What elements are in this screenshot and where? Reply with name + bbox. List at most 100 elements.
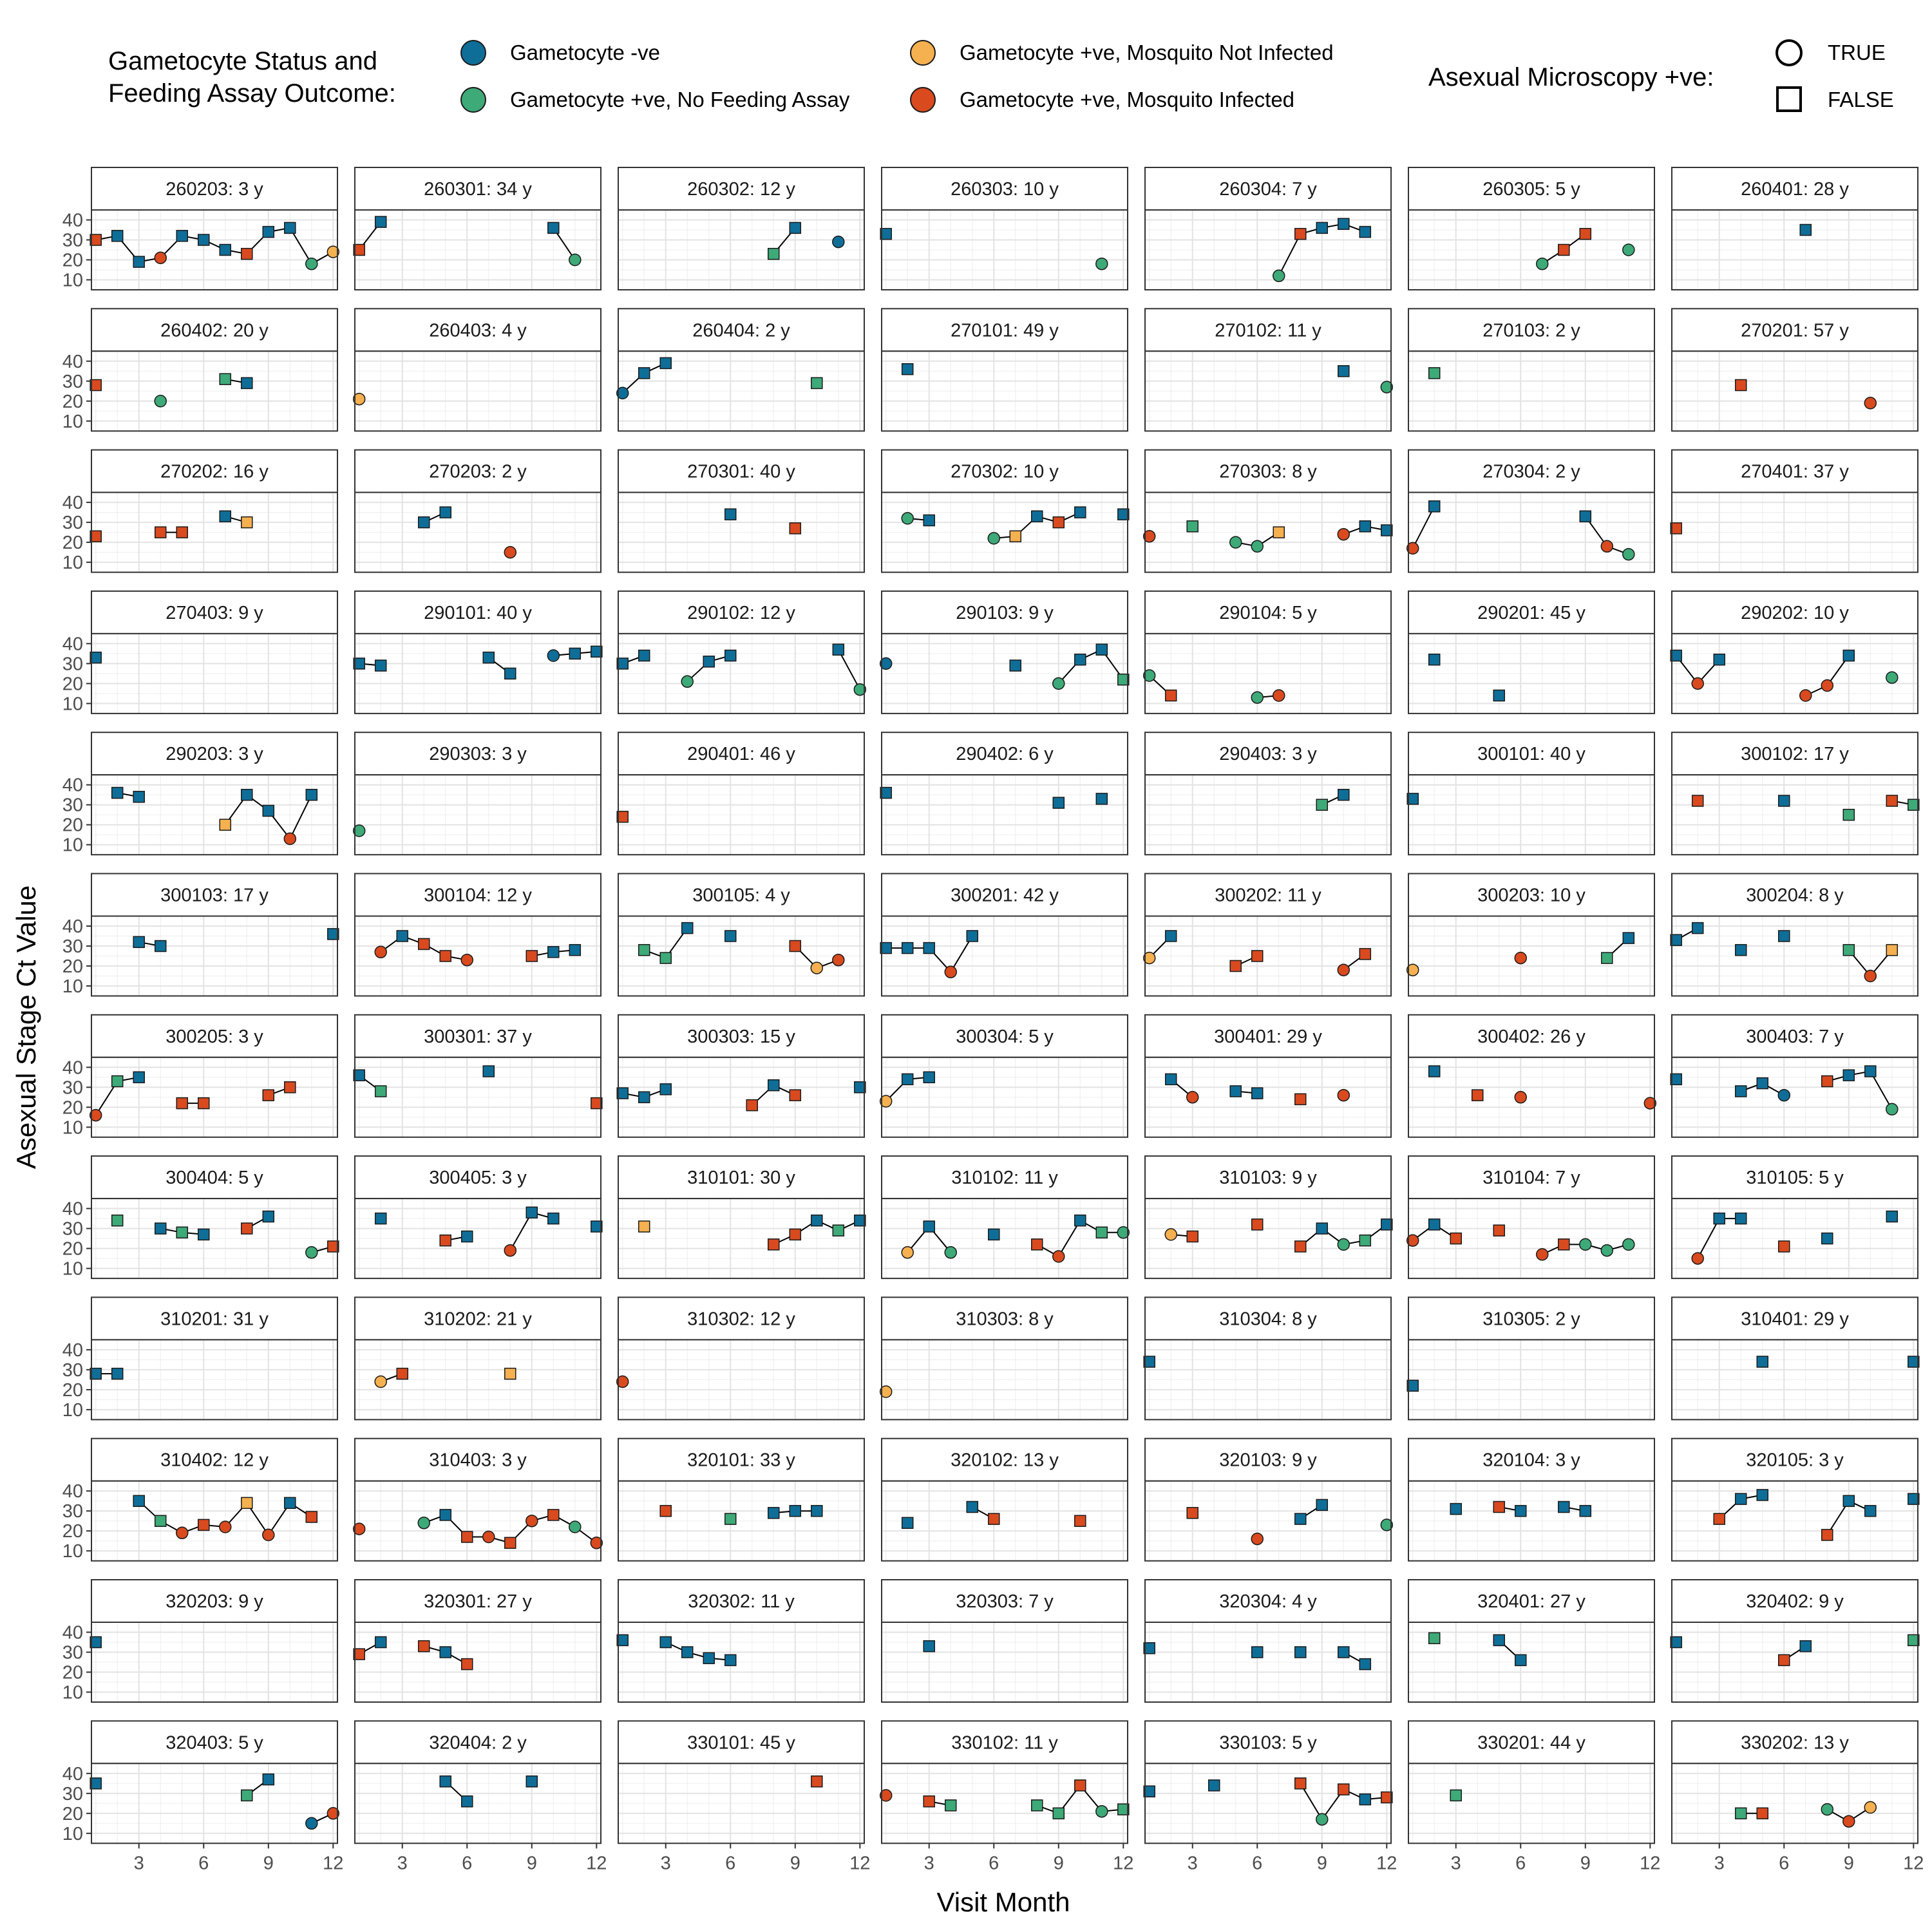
facet-strip-label: 270103: 2 y (1482, 320, 1580, 341)
facet-panel: 310102: 11 y (881, 1155, 1130, 1280)
data-point-circle (569, 1520, 582, 1533)
facet-strip (91, 1014, 338, 1058)
data-point-square (504, 1367, 516, 1380)
data-point-circle (1337, 1238, 1350, 1251)
data-point-square (789, 1089, 802, 1101)
facet-strip-label: 260402: 20 y (160, 320, 269, 341)
panel-border (91, 209, 338, 290)
data-point-square (1117, 508, 1130, 520)
x-tick-label: 6 (198, 1853, 209, 1873)
data-point-square (789, 522, 802, 535)
panel-border (91, 774, 338, 856)
facet-strip (881, 1296, 1128, 1341)
facet-panel: 270301: 40 y (618, 449, 865, 573)
data-point-square (262, 225, 275, 238)
data-point-square (1493, 1224, 1505, 1236)
data-point-square (1734, 1807, 1747, 1820)
data-point-square (176, 1226, 188, 1239)
data-point-circle (810, 961, 824, 974)
panel-border (618, 1056, 865, 1138)
data-point-square (923, 1220, 935, 1233)
data-point-square (1886, 795, 1899, 807)
facet-strip-label: 310103: 9 y (1219, 1168, 1317, 1188)
data-point-circle (417, 1517, 430, 1530)
data-point-square (880, 786, 892, 799)
data-point-square (482, 1065, 495, 1077)
facet-strip (354, 1155, 601, 1200)
facet-panel: 310305: 2 y (1406, 1296, 1655, 1421)
panel-border (1671, 1480, 1918, 1562)
data-point-square (616, 658, 629, 670)
data-point-square (1074, 653, 1086, 666)
data-point-square (1756, 1077, 1768, 1090)
data-point-square (1359, 1658, 1372, 1671)
y-tick-label: 20 (62, 251, 83, 271)
facet-strip-label: 290103: 9 y (956, 603, 1054, 623)
data-point-square (90, 1777, 102, 1790)
data-point-square (526, 1775, 538, 1788)
y-tick-label: 10 (62, 694, 83, 714)
data-point-square (1821, 1075, 1833, 1088)
y-tick-label: 40 (62, 916, 83, 937)
facet-strip-label: 300402: 26 y (1477, 1027, 1586, 1047)
panel-border (354, 1198, 601, 1280)
facet-strip-label: 290401: 46 y (687, 744, 795, 764)
data-point-square (1777, 930, 1790, 942)
data-point-square (1493, 1501, 1505, 1513)
y-tick-label: 30 (62, 795, 83, 816)
facet-strip-label: 320102: 13 y (951, 1450, 1059, 1471)
data-point-square (1428, 1218, 1441, 1231)
panel-border (354, 1763, 601, 1844)
facet-strip (1671, 1437, 1918, 1482)
data-point-square (703, 656, 715, 668)
data-point-square (944, 1799, 957, 1812)
data-point-square (1381, 524, 1393, 536)
facet-strip (618, 873, 865, 917)
x-tick-label: 6 (1252, 1853, 1262, 1873)
facet-strip (1671, 1720, 1918, 1765)
x-tick-label: 12 (849, 1853, 870, 1873)
data-point-circle (879, 1385, 893, 1398)
facet-panel: 300303: 15 y (616, 1014, 866, 1138)
data-point-square (1713, 1513, 1725, 1525)
facet-panel: 260304: 7 y (1144, 167, 1392, 290)
facet-strip (91, 590, 338, 634)
facet-panel: 290401: 46 y (616, 732, 865, 856)
y-tick-label: 40 (62, 352, 83, 372)
facet-strip (1144, 1014, 1392, 1058)
data-point-circle (1380, 1519, 1394, 1531)
data-point-circle (1273, 269, 1285, 283)
data-point-circle (504, 1244, 517, 1257)
legend-status-label-mni: Gametocyte +ve, Mosquito Not Infected (960, 41, 1334, 64)
data-point-square (526, 1206, 538, 1219)
data-point-circle (1799, 689, 1812, 702)
facet-strip-label: 260403: 4 y (429, 320, 527, 341)
data-point-square (1864, 1065, 1877, 1077)
data-point-square (133, 791, 145, 803)
y-tick-label: 20 (62, 1663, 83, 1683)
data-point-square (1558, 1238, 1570, 1251)
panel-border (1144, 632, 1392, 714)
data-point-circle (1514, 951, 1527, 965)
series-line (289, 227, 312, 265)
facet-strip (618, 1155, 865, 1200)
panel-border (1408, 1480, 1655, 1562)
panel-border (881, 632, 1128, 714)
data-point-square (439, 950, 451, 962)
y-tick-label: 40 (62, 1199, 83, 1220)
facet-strip-label: 270304: 2 y (1482, 462, 1580, 482)
facet-panel: 330101: 45 y 3 6 9 12 (618, 1720, 870, 1873)
panel-border (618, 1763, 865, 1844)
facet-strip-label: 310105: 5 y (1746, 1168, 1844, 1188)
data-point-square (1208, 1779, 1220, 1792)
data-point-square (547, 222, 560, 234)
y-tick-label: 30 (62, 1360, 83, 1381)
data-point-square (1186, 1230, 1198, 1243)
facet-strip (1408, 449, 1655, 493)
data-point-square (1117, 673, 1130, 686)
facet-panel: 270303: 8 y (1142, 449, 1393, 573)
data-point-square (569, 647, 582, 660)
facet-strip (1408, 1720, 1655, 1765)
